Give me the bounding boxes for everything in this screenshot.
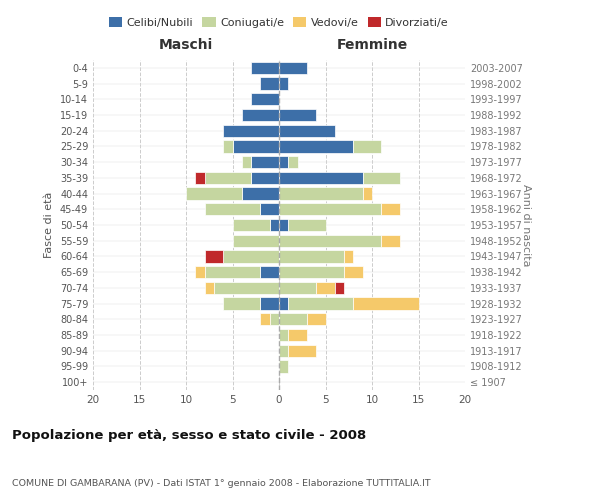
Bar (289, 298, 353, 310)
Bar (260, 203, 279, 215)
Bar (242, 109, 279, 121)
Bar (186, 188, 242, 200)
Bar (279, 156, 289, 168)
Bar (279, 109, 316, 121)
Bar (344, 266, 363, 278)
Bar (223, 140, 233, 152)
Bar (233, 219, 270, 231)
Bar (270, 313, 279, 326)
Bar (260, 266, 279, 278)
Bar (205, 266, 260, 278)
Text: Maschi: Maschi (159, 38, 213, 52)
Bar (214, 282, 279, 294)
Bar (362, 172, 400, 184)
Bar (279, 78, 289, 90)
Text: Popolazione per età, sesso e stato civile - 2008: Popolazione per età, sesso e stato civil… (12, 430, 366, 442)
Bar (205, 172, 251, 184)
Y-axis label: Anni di nascita: Anni di nascita (521, 184, 531, 266)
Bar (279, 140, 353, 152)
Bar (289, 219, 325, 231)
Bar (279, 62, 307, 74)
Bar (289, 156, 298, 168)
Bar (196, 172, 205, 184)
Bar (289, 329, 307, 341)
Text: Femmine: Femmine (337, 38, 407, 52)
Bar (260, 313, 270, 326)
Bar (279, 360, 289, 372)
Bar (279, 344, 289, 357)
Bar (223, 250, 279, 262)
Bar (251, 172, 279, 184)
Bar (223, 124, 279, 137)
Bar (335, 282, 344, 294)
Bar (279, 188, 362, 200)
Bar (344, 250, 353, 262)
Bar (223, 298, 260, 310)
Text: COMUNE DI GAMBARANA (PV) - Dati ISTAT 1° gennaio 2008 - Elaborazione TUTTITALIA.: COMUNE DI GAMBARANA (PV) - Dati ISTAT 1°… (12, 478, 431, 488)
Bar (205, 250, 223, 262)
Bar (279, 313, 307, 326)
Bar (307, 313, 325, 326)
Bar (196, 266, 205, 278)
Bar (362, 188, 372, 200)
Y-axis label: Fasce di età: Fasce di età (44, 192, 54, 258)
Bar (279, 203, 382, 215)
Bar (382, 234, 400, 247)
Bar (251, 93, 279, 106)
Bar (289, 344, 316, 357)
Bar (279, 172, 362, 184)
Bar (279, 234, 382, 247)
Bar (279, 219, 289, 231)
Bar (279, 124, 335, 137)
Bar (382, 203, 400, 215)
Bar (353, 140, 382, 152)
Bar (316, 282, 335, 294)
Bar (260, 78, 279, 90)
Legend: Celibi/Nubili, Coniugati/e, Vedovi/e, Divorziati/e: Celibi/Nubili, Coniugati/e, Vedovi/e, Di… (104, 13, 454, 32)
Bar (279, 329, 289, 341)
Bar (279, 250, 344, 262)
Bar (242, 156, 251, 168)
Bar (251, 156, 279, 168)
Bar (260, 298, 279, 310)
Bar (205, 203, 260, 215)
Bar (233, 140, 279, 152)
Bar (279, 298, 289, 310)
Bar (242, 188, 279, 200)
Bar (270, 219, 279, 231)
Bar (353, 298, 419, 310)
Bar (279, 266, 344, 278)
Bar (233, 234, 279, 247)
Bar (205, 282, 214, 294)
Bar (251, 62, 279, 74)
Bar (279, 282, 316, 294)
